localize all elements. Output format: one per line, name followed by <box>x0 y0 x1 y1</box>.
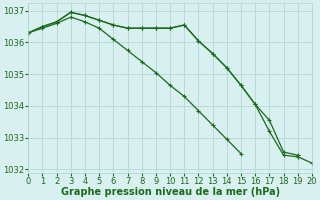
X-axis label: Graphe pression niveau de la mer (hPa): Graphe pression niveau de la mer (hPa) <box>60 187 280 197</box>
